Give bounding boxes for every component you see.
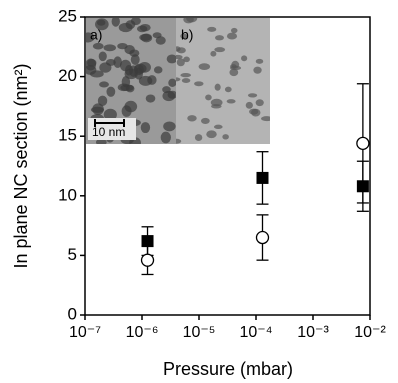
particle	[117, 43, 127, 49]
particle	[214, 47, 225, 52]
particle	[211, 104, 222, 108]
particle	[99, 52, 107, 62]
particle	[137, 26, 147, 33]
inset-label: 10 nm	[92, 125, 125, 139]
particle	[201, 118, 210, 124]
x-tick-label: 10⁻⁷	[69, 324, 101, 341]
particle	[163, 121, 175, 131]
particle	[205, 95, 212, 101]
y-axis-label: In plane NC section (nm²)	[11, 63, 31, 268]
particle	[206, 130, 217, 138]
particle	[194, 81, 203, 86]
particle	[215, 35, 224, 40]
y-tick-label: 20	[58, 66, 77, 85]
particle	[138, 62, 151, 73]
point	[142, 254, 154, 266]
particle	[207, 27, 216, 32]
particle	[261, 116, 273, 121]
particle	[177, 47, 186, 53]
particle	[106, 59, 116, 66]
y-tick-label: 0	[68, 304, 77, 323]
inset-label: a)	[90, 27, 102, 43]
particle	[106, 87, 115, 97]
x-tick-label: 10⁻³	[297, 324, 329, 341]
particle	[214, 125, 223, 129]
particle	[129, 49, 139, 56]
particle	[222, 134, 229, 139]
particle	[168, 79, 176, 87]
x-tick-label: 10⁻⁵	[183, 324, 216, 341]
particle	[124, 101, 137, 112]
particle	[248, 93, 257, 97]
particle	[156, 36, 166, 45]
particle	[180, 73, 191, 77]
point	[357, 137, 369, 149]
particle	[225, 87, 232, 93]
particle	[246, 102, 253, 109]
particle	[227, 33, 237, 40]
particle	[187, 115, 196, 121]
particle	[167, 54, 178, 63]
particle	[210, 51, 216, 57]
particle	[92, 103, 104, 115]
y-tick-label: 15	[58, 126, 77, 145]
particle	[85, 59, 96, 71]
particle	[215, 84, 221, 91]
particle	[99, 81, 109, 87]
particle	[241, 55, 247, 61]
particle	[139, 34, 151, 41]
particle	[147, 75, 156, 85]
particle	[253, 67, 261, 74]
particle	[112, 16, 120, 26]
particle	[161, 132, 171, 144]
y-tick-label: 5	[68, 245, 77, 264]
particle	[256, 59, 263, 64]
particle	[199, 63, 210, 70]
particle	[231, 28, 238, 33]
particle	[154, 66, 163, 73]
x-tick-label: 10⁻²	[354, 324, 386, 341]
x-tick-label: 10⁻⁴	[239, 324, 272, 341]
chart: a) b) 10 nm Pressure (mbar) In plane NC …	[0, 0, 398, 383]
y-tick-label: 25	[58, 6, 77, 25]
y-tick-label: 10	[58, 185, 77, 204]
particle	[125, 69, 138, 79]
point	[256, 232, 268, 244]
particle	[120, 84, 133, 91]
particle	[251, 109, 260, 117]
particle	[97, 20, 105, 26]
particle	[183, 57, 190, 63]
x-tick-label: 10⁻⁶	[126, 324, 159, 341]
particle	[146, 94, 156, 102]
particle	[195, 134, 202, 141]
particle	[141, 122, 150, 133]
particle	[104, 44, 116, 51]
particle	[256, 99, 264, 106]
inset-label: b)	[181, 27, 193, 43]
particle	[227, 99, 236, 103]
point	[256, 172, 268, 184]
particle	[93, 43, 104, 50]
particle	[119, 23, 133, 32]
particle	[182, 78, 191, 83]
particle	[230, 66, 241, 70]
x-axis-label: Pressure (mbar)	[163, 359, 293, 379]
